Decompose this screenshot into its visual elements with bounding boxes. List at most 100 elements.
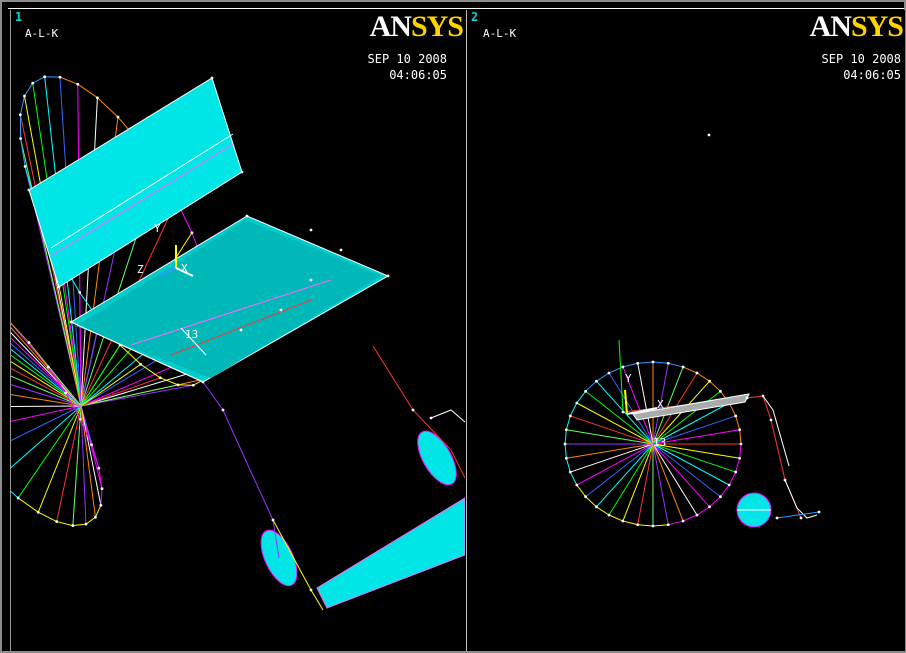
axis-y-label: Y	[154, 222, 161, 235]
seat-profile	[632, 393, 750, 421]
keypoint-node	[221, 408, 225, 412]
wheel-rim	[709, 380, 721, 392]
keypoint-node	[201, 380, 205, 384]
wheel-rim	[668, 362, 684, 368]
viewport-number: 1	[15, 10, 23, 24]
wheel-rim	[696, 506, 710, 516]
footrest	[776, 511, 820, 519]
plot-title: A-L-K	[483, 27, 517, 40]
plot-title: A-L-K	[25, 27, 59, 40]
rim-node	[84, 522, 88, 526]
viewport-2[interactable]: Y X 13 2 A-L-K ANSYS SEP 10 2008 04:06:05	[466, 10, 905, 651]
wheel-rim	[59, 76, 78, 85]
wheel-rim	[19, 95, 25, 115]
wheel-spoke	[11, 368, 82, 407]
rim-node	[595, 505, 598, 509]
rim-node	[58, 75, 62, 79]
rim-node	[97, 466, 101, 470]
keypoint-node	[339, 248, 343, 252]
frame-tube-left	[202, 381, 280, 559]
axis-z-line	[158, 267, 177, 277]
wheel-spoke	[11, 405, 82, 469]
keypoint-node	[769, 418, 773, 422]
ansys-logo: ANSYS	[809, 10, 904, 43]
wheel-rim	[119, 344, 141, 365]
rim-node	[16, 496, 20, 500]
keypoint-node	[817, 510, 821, 514]
rim-node	[568, 414, 572, 418]
rim-node	[708, 379, 711, 383]
viewport-1-model: Y X Z 13	[11, 75, 465, 611]
rim-node	[43, 75, 47, 79]
node-number-label: 13	[653, 436, 666, 449]
node-number-label: 13	[185, 328, 198, 341]
wheel-rim	[565, 415, 571, 430]
rim-node	[27, 341, 31, 344]
wheel-spoke	[608, 372, 654, 445]
viewport-1[interactable]: Y X Z 13 1 A-L-K ANSYS SEP 10 2008 04:06:05	[10, 10, 465, 651]
keypoint-node	[761, 394, 765, 398]
keypoint-node	[271, 518, 275, 522]
rim-node	[19, 137, 22, 140]
wheel-rim	[140, 363, 161, 379]
wheel-rim	[56, 521, 73, 527]
wheel-rim	[682, 366, 698, 374]
keypoint-node	[57, 285, 61, 289]
wheel-spoke	[652, 443, 698, 516]
wheel-rim	[85, 516, 96, 525]
rim-node	[46, 365, 50, 369]
wheel-rim	[608, 514, 624, 522]
wheel-spoke	[652, 443, 721, 498]
axis-x-line	[626, 407, 658, 415]
rim-node	[36, 510, 40, 514]
wheel-spoke	[652, 390, 721, 445]
wheel-spoke	[585, 443, 654, 498]
rim-node	[636, 523, 640, 527]
wheel-spoke	[652, 415, 736, 445]
rim-node	[18, 113, 22, 117]
keypoint-node	[775, 516, 779, 520]
wheel-spoke	[566, 429, 654, 445]
rim-node	[564, 428, 568, 432]
wheel-rim	[65, 392, 81, 420]
rim-node	[584, 495, 587, 499]
wheel-spoke	[652, 429, 740, 445]
wheel-rim	[652, 361, 669, 364]
wheel-spoke	[80, 405, 96, 518]
wheel-rim	[11, 490, 19, 499]
wheel-spoke	[17, 405, 82, 499]
keypoint-node	[69, 320, 73, 324]
wheel-spoke	[11, 384, 82, 407]
wheel-spoke	[596, 443, 654, 508]
wheel-spoke	[80, 363, 141, 407]
seat-crease	[130, 279, 332, 346]
caster-fork	[762, 395, 790, 467]
wheel-rim	[47, 366, 67, 394]
axis-x-label: X	[657, 398, 664, 411]
wheel-rim	[24, 82, 34, 97]
wheel-spoke	[80, 384, 179, 407]
wheel-rim	[37, 511, 57, 522]
caster-fork	[430, 409, 465, 423]
rim-node	[64, 391, 68, 395]
keypoint-node	[239, 328, 243, 332]
rim-node	[666, 523, 670, 527]
wheel-rim	[728, 402, 737, 417]
wheel-spoke	[20, 138, 82, 407]
wheel-rim	[576, 390, 586, 404]
wheel-spoke	[652, 363, 669, 445]
rim-node	[734, 414, 738, 418]
rim-node	[734, 470, 738, 474]
seat-frame-line	[170, 299, 312, 356]
keypoint-node	[240, 170, 244, 174]
rim-node	[23, 165, 27, 168]
wheel-rim	[735, 415, 741, 430]
rim-node	[708, 505, 711, 509]
keypoint-node	[799, 516, 803, 520]
wheel-spoke	[80, 344, 121, 407]
rim-node	[575, 483, 579, 487]
wheel-rim	[668, 520, 684, 526]
wheel-spoke	[570, 415, 654, 445]
wheel-spoke	[652, 443, 684, 522]
wheel-rim	[696, 372, 710, 382]
